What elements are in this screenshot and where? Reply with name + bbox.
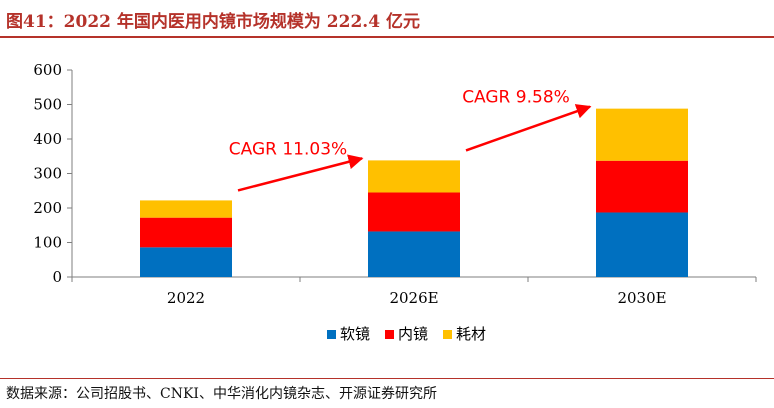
figure-title: 图41：2022 年国内医用内镜市场规模为 222.4 亿元 <box>6 12 420 32</box>
bar-软镜-2030E <box>596 212 688 277</box>
stacked-bar-chart: 0 100 200 300 400 500 600 2022 2026E 2030E CAGR … <box>33 61 757 343</box>
x-tick-label: 2026E <box>389 289 438 307</box>
x-tick-label: 2022 <box>167 289 205 307</box>
y-tick-label: 300 <box>33 165 62 183</box>
bar-耗材-2026E <box>368 160 460 193</box>
cagr-arrow <box>465 104 592 152</box>
x-tick-label: 2030E <box>617 289 666 307</box>
bar-软镜-2026E <box>368 231 460 277</box>
source-divider <box>0 378 774 379</box>
bar-内镜-2022 <box>140 217 232 248</box>
y-tick-label: 0 <box>52 268 62 286</box>
legend-swatch-耗材 <box>443 330 452 339</box>
y-tick-label: 500 <box>33 96 62 114</box>
bar-内镜-2030E <box>596 160 688 213</box>
legend-label-软镜: 软镜 <box>340 325 370 343</box>
legend-label-内镜: 内镜 <box>398 325 428 343</box>
cagr-label: CAGR 9.58% <box>462 88 570 108</box>
cagr-arrow <box>237 154 364 192</box>
y-tick-label: 100 <box>33 234 62 252</box>
y-tick-label: 600 <box>33 61 62 79</box>
bar-耗材-2022 <box>140 200 232 218</box>
legend-swatch-内镜 <box>385 330 394 339</box>
bar-耗材-2030E <box>596 108 688 161</box>
data-source-note: 数据来源：公司招股书、CNKI、中华消化内镜杂志、开源证券研究所 <box>6 386 437 402</box>
cagr-label: CAGR 11.03% <box>229 139 347 159</box>
title-divider <box>0 36 774 38</box>
legend-label-耗材: 耗材 <box>456 325 486 343</box>
bar-软镜-2022 <box>140 247 232 277</box>
bar-内镜-2026E <box>368 192 460 232</box>
y-tick-label: 200 <box>33 199 62 217</box>
legend-swatch-软镜 <box>327 330 336 339</box>
y-tick-label: 400 <box>33 130 62 148</box>
